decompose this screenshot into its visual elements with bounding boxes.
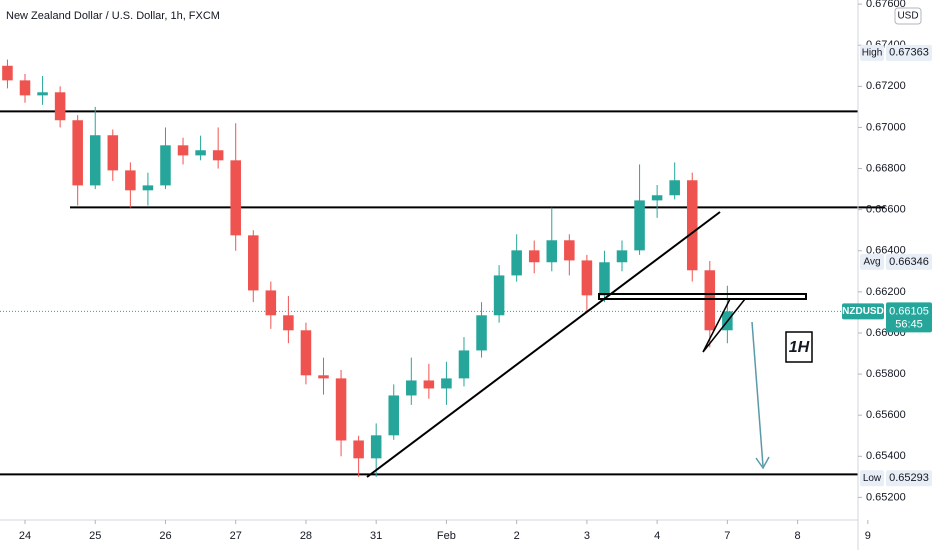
x-tick-label: 26 <box>159 530 171 542</box>
candle-body <box>458 350 470 379</box>
candle-body <box>511 250 522 276</box>
candle-body <box>195 150 206 156</box>
arrow-head <box>755 456 770 470</box>
candle-body <box>318 375 329 379</box>
candle-body <box>37 92 48 96</box>
candle-body <box>19 80 31 96</box>
candle-body <box>54 92 66 121</box>
candle-body <box>353 440 364 459</box>
candle-body <box>423 380 435 389</box>
y-tick-label: 0.65800 <box>866 368 906 380</box>
candle-body <box>89 135 101 186</box>
y-tick-label: 0.65400 <box>866 450 906 462</box>
marker-value-badge <box>886 253 932 270</box>
x-tick-label: 4 <box>654 530 660 542</box>
x-tick-label: 27 <box>230 530 242 542</box>
candle-body <box>581 260 593 296</box>
currency: USD <box>897 11 918 22</box>
marker-name-badge <box>860 253 884 270</box>
plot-area <box>0 59 885 477</box>
y-tick-label: 0.66200 <box>866 286 906 298</box>
y-tick-label: 0.65200 <box>866 491 906 503</box>
candle-body <box>2 65 13 81</box>
candle-body <box>212 150 224 161</box>
marker-value: 0.67363 <box>889 47 929 59</box>
marker-name-badge <box>860 470 884 487</box>
y-tick-label: 0.65600 <box>866 409 906 421</box>
currency-badge <box>894 7 922 25</box>
candle-body <box>142 185 154 191</box>
last-price-badge <box>886 302 932 333</box>
candle-body <box>616 250 628 263</box>
annotation-box <box>785 331 813 363</box>
marker-name: High <box>862 47 883 58</box>
y-tick-label: 0.66600 <box>866 204 906 216</box>
arrow-shaft <box>751 321 764 467</box>
candle-body <box>248 235 259 291</box>
candle-body <box>265 290 277 316</box>
candle-body <box>230 160 241 236</box>
marker-value: 0.65293 <box>889 472 929 484</box>
candle-body <box>528 250 540 263</box>
x-tick-label: 24 <box>19 530 31 542</box>
x-tick-label: 2 <box>514 530 520 542</box>
y-tick-label: 0.67000 <box>866 121 906 133</box>
marker-name-badge <box>860 44 884 61</box>
candle-body <box>335 378 347 441</box>
candle-body <box>441 378 452 389</box>
x-tick-label: 8 <box>795 530 801 542</box>
x-tick-label: 3 <box>584 530 590 542</box>
y-tick-label: 0.66400 <box>866 245 906 257</box>
candle-body <box>686 180 698 271</box>
x-tick-label: 9 <box>865 530 871 542</box>
candle-body <box>476 315 487 351</box>
range-box <box>598 293 807 300</box>
candle-body <box>669 180 680 196</box>
candle-body <box>599 262 610 296</box>
x-tick-label: Feb <box>437 530 456 542</box>
marker-value-badge <box>886 470 932 487</box>
annotation: 1H <box>789 339 810 356</box>
x-tick-label: 31 <box>370 530 382 542</box>
candle-body <box>72 120 83 186</box>
y-tick-label: 0.67600 <box>866 0 906 10</box>
candle-body <box>388 395 400 436</box>
marker-name: Low <box>863 473 882 484</box>
y-tick-label: 0.66800 <box>866 162 906 174</box>
marker-name: Avg <box>863 256 880 267</box>
x-tick-label: 28 <box>300 530 312 542</box>
candle-body <box>125 170 136 191</box>
candle-body <box>283 315 294 331</box>
candle-body <box>406 380 417 396</box>
y-tick-label: 0.67200 <box>866 80 906 92</box>
x-tick-label: 7 <box>724 530 730 542</box>
candle-body <box>704 270 716 331</box>
symbol-badge <box>842 303 884 320</box>
candle-body <box>370 435 382 459</box>
price-axis: 0.652000.654000.656000.658000.660000.662… <box>842 0 932 503</box>
candle-body <box>177 145 189 156</box>
candle-body <box>634 200 645 251</box>
symbol: NZDUSD <box>842 306 884 317</box>
wedge <box>702 298 746 353</box>
candle-body <box>651 195 663 201</box>
last-price: 0.66105 <box>889 305 929 317</box>
candle-body <box>493 275 505 316</box>
candle-body <box>160 145 171 186</box>
candle-body <box>546 240 558 263</box>
trend-line <box>366 211 721 478</box>
marker-value-badge <box>886 44 932 61</box>
candle-body <box>564 240 575 261</box>
candle-body <box>300 330 312 376</box>
chart-title: New Zealand Dollar / U.S. Dollar, 1h, FX… <box>6 10 220 22</box>
marker-value: 0.66346 <box>889 256 929 268</box>
candle-body <box>107 135 119 171</box>
countdown: 56:45 <box>895 318 923 330</box>
x-tick-label: 25 <box>89 530 101 542</box>
